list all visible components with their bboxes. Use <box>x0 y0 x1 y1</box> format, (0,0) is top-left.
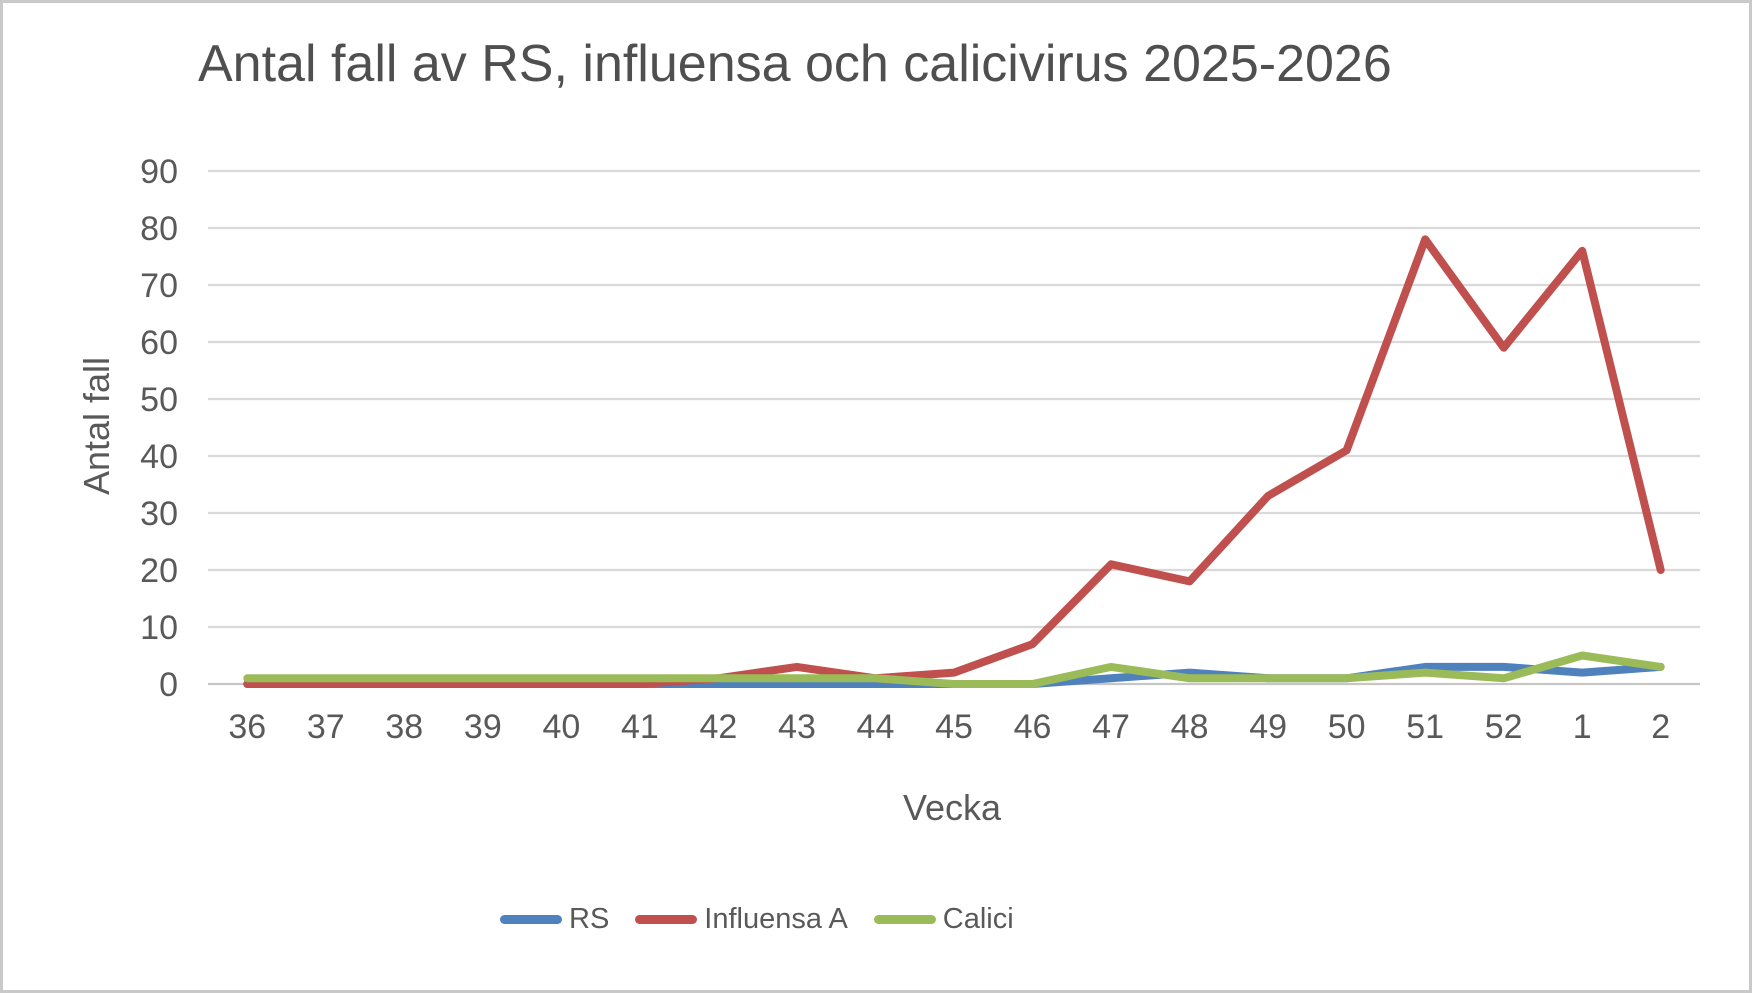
x-tick-label: 44 <box>857 708 895 746</box>
y-tick-label: 30 <box>140 495 178 533</box>
y-tick-label: 50 <box>140 381 178 419</box>
legend-item-rs: RS <box>500 903 609 936</box>
x-tick-label: 40 <box>542 708 580 746</box>
x-tick-label: 38 <box>385 708 423 746</box>
x-tick-label: 39 <box>464 708 502 746</box>
y-tick-label: 10 <box>140 609 178 647</box>
legend-item-calici: Calici <box>873 903 1014 936</box>
chart-title: Antal fall av RS, influensa och calicivi… <box>198 35 1392 93</box>
y-tick-label: 90 <box>140 153 178 191</box>
legend-swatch-influensa-a <box>635 915 698 924</box>
y-tick-label: 60 <box>140 324 178 362</box>
y-axis-title: Antal fall <box>76 356 117 496</box>
legend-swatch-rs <box>500 915 562 924</box>
x-tick-label: 48 <box>1171 708 1209 746</box>
x-tick-label: 43 <box>778 708 816 746</box>
legend-item-influensa-a: Influensa A <box>635 903 848 936</box>
x-tick-label: 52 <box>1485 708 1523 746</box>
x-tick-label: 49 <box>1249 708 1287 746</box>
x-tick-label: 46 <box>1014 708 1052 746</box>
x-tick-label: 36 <box>228 708 266 746</box>
x-tick-label: 2 <box>1651 708 1670 746</box>
legend-label-influensa-a: Influensa A <box>704 903 848 935</box>
x-axis-title: Vecka <box>902 787 1002 828</box>
x-tick-label: 37 <box>307 708 345 746</box>
x-tick-label: 1 <box>1573 708 1592 746</box>
legend-swatch-calici <box>873 915 936 924</box>
series-line-calici <box>243 651 1665 688</box>
y-tick-label: 0 <box>159 666 178 704</box>
y-tick-label: 80 <box>140 210 178 248</box>
x-tick-label: 45 <box>935 708 973 746</box>
legend: RS Influensa A Calici <box>500 903 1014 936</box>
x-tick-label: 42 <box>700 708 738 746</box>
y-tick-label: 70 <box>140 267 178 305</box>
legend-label-rs: RS <box>569 903 610 935</box>
y-tick-label: 20 <box>140 552 178 590</box>
series-line-influensa-a <box>243 235 1665 688</box>
legend-label-calici: Calici <box>942 903 1014 935</box>
y-tick-label: 40 <box>140 438 178 476</box>
x-tick-label: 51 <box>1406 708 1444 746</box>
x-tick-label: 47 <box>1092 708 1130 746</box>
x-tick-label: 50 <box>1328 708 1366 746</box>
x-tick-label: 41 <box>621 708 659 746</box>
